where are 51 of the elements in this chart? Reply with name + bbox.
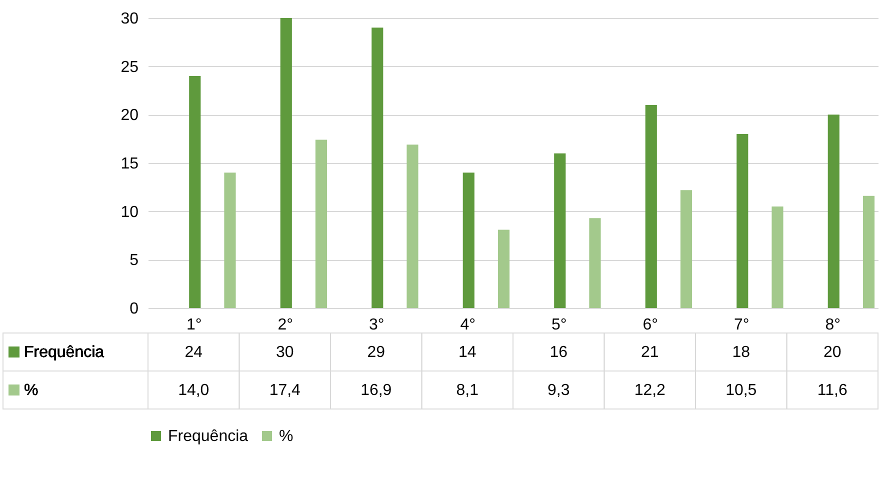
data-label: 24 [184,344,203,361]
bar [462,172,474,308]
y-tick-label: 25 [120,58,139,76]
bar [862,196,875,308]
text: % [24,382,38,399]
bar [372,28,384,308]
x-tick-label: 2° [278,316,294,334]
bar [315,140,328,308]
y-tick-label: 30 [120,10,139,28]
y-tick-label: 15 [120,156,139,172]
legend-label: % [279,428,294,445]
data-label: 11,6 [817,382,848,399]
y-tick-label: 20 [120,107,139,124]
data-label: 16 [550,344,568,361]
x-tick-label: 4° [460,316,476,334]
bar [280,18,292,308]
bar [406,144,418,308]
x-tick-label: 1° [186,316,202,334]
x-tick-label: 8° [825,316,841,334]
data-label: 20 [823,344,842,361]
y-tick-label: 5 [130,252,139,270]
bar [736,134,748,308]
text: Frequência [168,428,248,445]
bar [224,172,236,308]
data-label: 9,3 [548,382,570,399]
bar [772,206,784,308]
data-label: 12,2 [634,382,666,399]
legend-label: Frequência [24,344,104,361]
bar [189,76,201,308]
bar [589,218,601,308]
data-label: 18 [732,344,750,361]
x-tick-label: 5° [551,316,567,334]
bar [554,153,566,308]
bar [680,190,692,308]
data-label: 8,1 [456,382,479,399]
x-tick-label: 7° [734,316,750,334]
bar [645,105,657,308]
y-tick-label: 0 [130,300,139,318]
data-label: 30 [276,344,294,361]
data-label: 17,4 [269,382,301,399]
data-label: 21 [640,344,659,361]
data-label: 16,9 [360,382,392,399]
x-tick-label: 6° [642,316,658,334]
bar [828,114,840,308]
bar [498,230,510,308]
data-label: 10,5 [726,382,757,399]
data-label: 29 [367,344,386,361]
y-tick-label: 10 [120,204,139,221]
data-label: 14,0 [178,382,210,399]
data-label: 14 [458,344,476,361]
x-tick-label: 3° [368,316,384,334]
